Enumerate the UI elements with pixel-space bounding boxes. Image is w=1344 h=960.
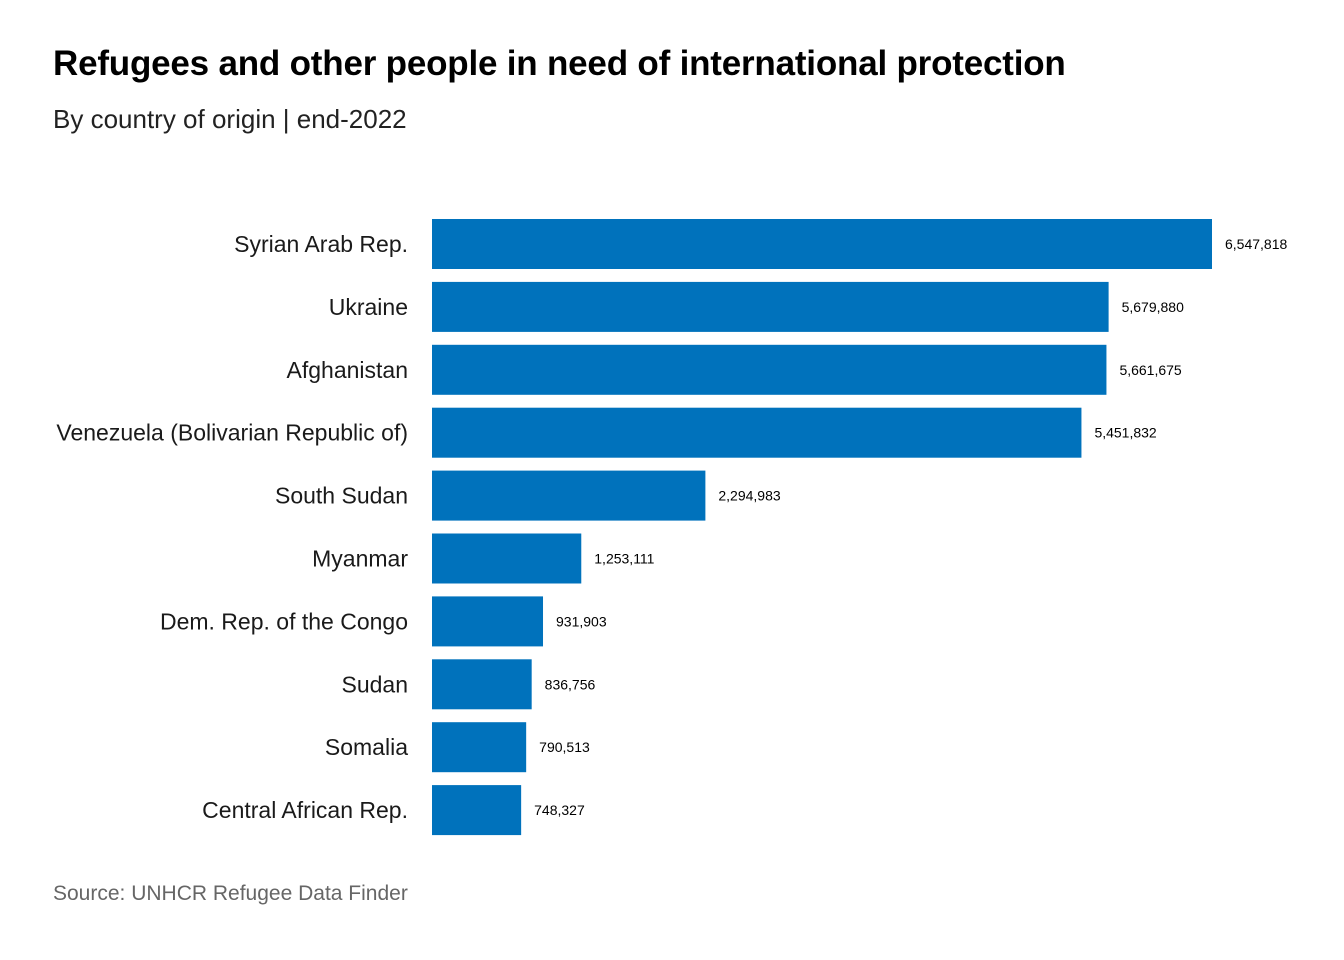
bar-6 xyxy=(432,596,544,647)
value-label: 931,903 xyxy=(556,613,607,629)
bar-7 xyxy=(432,659,532,710)
category-label: South Sudan xyxy=(275,483,408,509)
value-label: 6,547,818 xyxy=(1225,236,1287,252)
value-label: 2,294,983 xyxy=(718,488,780,504)
value-label: 790,513 xyxy=(539,739,590,755)
chart-title: Refugees and other people in need of int… xyxy=(53,44,1066,83)
source-note: Source: UNHCR Refugee Data Finder xyxy=(53,882,408,905)
category-label: Ukraine xyxy=(329,294,408,320)
value-label: 5,661,675 xyxy=(1119,362,1181,378)
bar-5 xyxy=(432,533,582,584)
category-label: Sudan xyxy=(341,671,408,697)
category-label: Myanmar xyxy=(312,546,408,572)
value-label: 836,756 xyxy=(545,676,596,692)
value-label: 1,253,111 xyxy=(594,551,654,567)
bar-0 xyxy=(432,219,1212,269)
bar-3 xyxy=(432,407,1082,458)
bar-2 xyxy=(432,344,1107,395)
bar-4 xyxy=(432,470,706,521)
value-label: 5,451,832 xyxy=(1094,425,1156,441)
chart-subtitle: By country of origin | end-2022 xyxy=(53,104,407,134)
category-label: Central African Rep. xyxy=(202,797,408,823)
category-label: Afghanistan xyxy=(287,357,408,383)
category-label: Dem. Rep. of the Congo xyxy=(160,608,408,634)
category-label: Syrian Arab Rep. xyxy=(234,231,408,257)
category-label: Venezuela (Bolivarian Republic of) xyxy=(56,420,408,446)
bar-9 xyxy=(432,785,522,836)
bar-8 xyxy=(432,722,527,773)
category-label: Somalia xyxy=(325,734,408,760)
bar-1 xyxy=(432,281,1109,332)
value-label: 748,327 xyxy=(534,802,585,818)
value-label: 5,679,880 xyxy=(1122,299,1184,315)
